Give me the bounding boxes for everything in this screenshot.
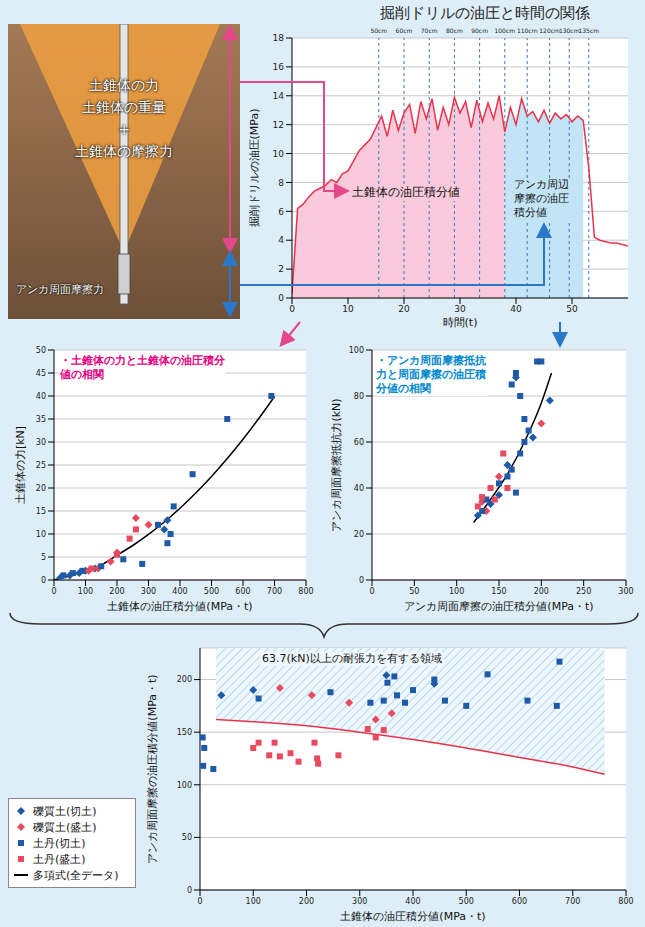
svg-text:6: 6 bbox=[278, 207, 284, 217]
svg-text:18: 18 bbox=[273, 33, 285, 43]
svg-text:150: 150 bbox=[177, 728, 192, 737]
svg-text:0: 0 bbox=[359, 576, 364, 585]
svg-text:800: 800 bbox=[618, 897, 633, 906]
svg-text:70cm: 70cm bbox=[421, 27, 438, 34]
svg-text:アンカ周面摩擦の油圧積分値(MPa・t): アンカ周面摩擦の油圧積分値(MPa・t) bbox=[404, 600, 593, 612]
svg-text:50: 50 bbox=[182, 833, 192, 842]
svg-text:50: 50 bbox=[409, 587, 419, 596]
html-text:・土錐体の力と土錐体の油圧積分値の相関: ・土錐体の力と土錐体の油圧積分値の相関 bbox=[60, 354, 225, 381]
html-text:土錐体の油圧積分値: 土錐体の油圧積分値 bbox=[352, 185, 460, 199]
svg-text:30: 30 bbox=[454, 304, 466, 314]
svg-text:100cm: 100cm bbox=[494, 27, 515, 34]
html-text:・アンカ周面摩擦抵抗力と周面摩擦の油圧積分値の相関: ・アンカ周面摩擦抵抗力と周面摩擦の油圧積分値の相関 bbox=[376, 354, 486, 395]
svg-text:100: 100 bbox=[177, 781, 192, 790]
svg-text:50cm: 50cm bbox=[370, 27, 387, 34]
svg-text:0: 0 bbox=[289, 304, 295, 314]
svg-text:200: 200 bbox=[109, 587, 124, 596]
svg-text:15: 15 bbox=[36, 507, 46, 516]
svg-text:アンカ周面摩擦の油圧積分値(MPa・t): アンカ周面摩擦の油圧積分値(MPa・t) bbox=[146, 674, 159, 863]
html-text:土丹(盛土): 土丹(盛土) bbox=[33, 852, 86, 866]
svg-text:400: 400 bbox=[405, 897, 420, 906]
svg-text:20: 20 bbox=[354, 530, 364, 539]
svg-text:800: 800 bbox=[298, 587, 313, 596]
svg-text:200: 200 bbox=[534, 587, 549, 596]
svg-text:300: 300 bbox=[618, 587, 633, 596]
svg-text:250: 250 bbox=[576, 587, 591, 596]
html-text:土丹(切土): 土丹(切土) bbox=[33, 836, 86, 850]
svg-text:500: 500 bbox=[459, 897, 474, 906]
svg-text:700: 700 bbox=[267, 587, 282, 596]
svg-text:40: 40 bbox=[510, 304, 522, 314]
svg-text:土錐体の油圧積分値(MPa・t): 土錐体の油圧積分値(MPa・t) bbox=[340, 910, 485, 922]
svg-text:200: 200 bbox=[299, 897, 314, 906]
svg-text:60: 60 bbox=[354, 438, 364, 447]
html-text:土錐体の摩擦力: 土錐体の摩擦力 bbox=[75, 143, 173, 159]
html-text:掘削ドリルの油圧と時間の関係: 掘削ドリルの油圧と時間の関係 bbox=[380, 4, 590, 22]
svg-text:14: 14 bbox=[273, 91, 285, 101]
svg-text:0: 0 bbox=[197, 897, 202, 906]
svg-text:100: 100 bbox=[349, 346, 364, 355]
html-text:多項式(全データ): 多項式(全データ) bbox=[33, 868, 119, 882]
svg-text:0: 0 bbox=[41, 576, 46, 585]
svg-text:20: 20 bbox=[398, 304, 410, 314]
svg-text:0: 0 bbox=[51, 587, 56, 596]
html-text:63.7(kN)以上の耐張力を有する領域: 63.7(kN)以上の耐張力を有する領域 bbox=[262, 652, 442, 665]
svg-text:600: 600 bbox=[512, 897, 527, 906]
svg-text:40: 40 bbox=[354, 484, 364, 493]
svg-text:20: 20 bbox=[36, 484, 46, 493]
html-text:礫質土(切土): 礫質土(切土) bbox=[33, 804, 97, 818]
svg-text:時間(t): 時間(t) bbox=[443, 316, 478, 329]
html-text:土錐体の力: 土錐体の力 bbox=[89, 77, 159, 93]
svg-text:400: 400 bbox=[172, 587, 187, 596]
svg-text:アンカ周面摩擦抵抗力(kN): アンカ周面摩擦抵抗力(kN) bbox=[330, 398, 343, 531]
svg-text:90cm: 90cm bbox=[471, 27, 488, 34]
svg-text:0: 0 bbox=[278, 293, 284, 303]
html-text:アンカ周辺摩擦の油圧積分値: アンカ周辺摩擦の油圧積分値 bbox=[514, 178, 569, 219]
svg-text:300: 300 bbox=[141, 587, 156, 596]
svg-text:100: 100 bbox=[246, 897, 261, 906]
svg-text:土錐体の力[kN]: 土錐体の力[kN] bbox=[14, 426, 27, 504]
svg-text:掘削ドリルの油圧(MPa): 掘削ドリルの油圧(MPa) bbox=[248, 109, 261, 228]
html-text:礫質土(盛土): 礫質土(盛土) bbox=[33, 820, 97, 834]
svg-text:700: 700 bbox=[565, 897, 580, 906]
html-text:土錐体の重量: 土錐体の重量 bbox=[82, 99, 166, 115]
html-text:アンカ周面摩擦力: アンカ周面摩擦力 bbox=[16, 283, 104, 296]
svg-text:2: 2 bbox=[278, 264, 284, 274]
svg-text:8: 8 bbox=[278, 178, 284, 188]
svg-text:10: 10 bbox=[36, 530, 46, 539]
svg-text:土錐体の油圧積分値(MPa・t): 土錐体の油圧積分値(MPa・t) bbox=[107, 600, 252, 612]
svg-text:10: 10 bbox=[342, 304, 354, 314]
svg-text:50: 50 bbox=[36, 346, 46, 355]
svg-text:80: 80 bbox=[354, 392, 364, 401]
svg-text:4: 4 bbox=[278, 235, 284, 245]
svg-text:5: 5 bbox=[41, 553, 46, 562]
svg-text:16: 16 bbox=[273, 62, 285, 72]
svg-text:600: 600 bbox=[235, 587, 250, 596]
svg-text:40: 40 bbox=[36, 392, 46, 401]
svg-text:110cm: 110cm bbox=[517, 27, 538, 34]
svg-text:0: 0 bbox=[187, 886, 192, 895]
svg-text:50: 50 bbox=[566, 304, 578, 314]
svg-text:130cm: 130cm bbox=[559, 27, 580, 34]
svg-text:0: 0 bbox=[369, 587, 374, 596]
svg-text:135cm: 135cm bbox=[578, 27, 599, 34]
svg-text:45: 45 bbox=[36, 369, 46, 378]
svg-text:12: 12 bbox=[273, 120, 284, 130]
svg-text:100: 100 bbox=[78, 587, 93, 596]
svg-text:100: 100 bbox=[449, 587, 464, 596]
svg-text:30: 30 bbox=[36, 438, 46, 447]
svg-text:500: 500 bbox=[204, 587, 219, 596]
svg-text:60cm: 60cm bbox=[396, 27, 413, 34]
svg-text:300: 300 bbox=[352, 897, 367, 906]
svg-text:35: 35 bbox=[36, 415, 46, 424]
svg-text:80cm: 80cm bbox=[446, 27, 463, 34]
svg-text:120cm: 120cm bbox=[539, 27, 560, 34]
svg-text:150: 150 bbox=[491, 587, 506, 596]
svg-text:25: 25 bbox=[36, 461, 46, 470]
svg-text:10: 10 bbox=[273, 149, 285, 159]
svg-text:200: 200 bbox=[177, 675, 192, 684]
